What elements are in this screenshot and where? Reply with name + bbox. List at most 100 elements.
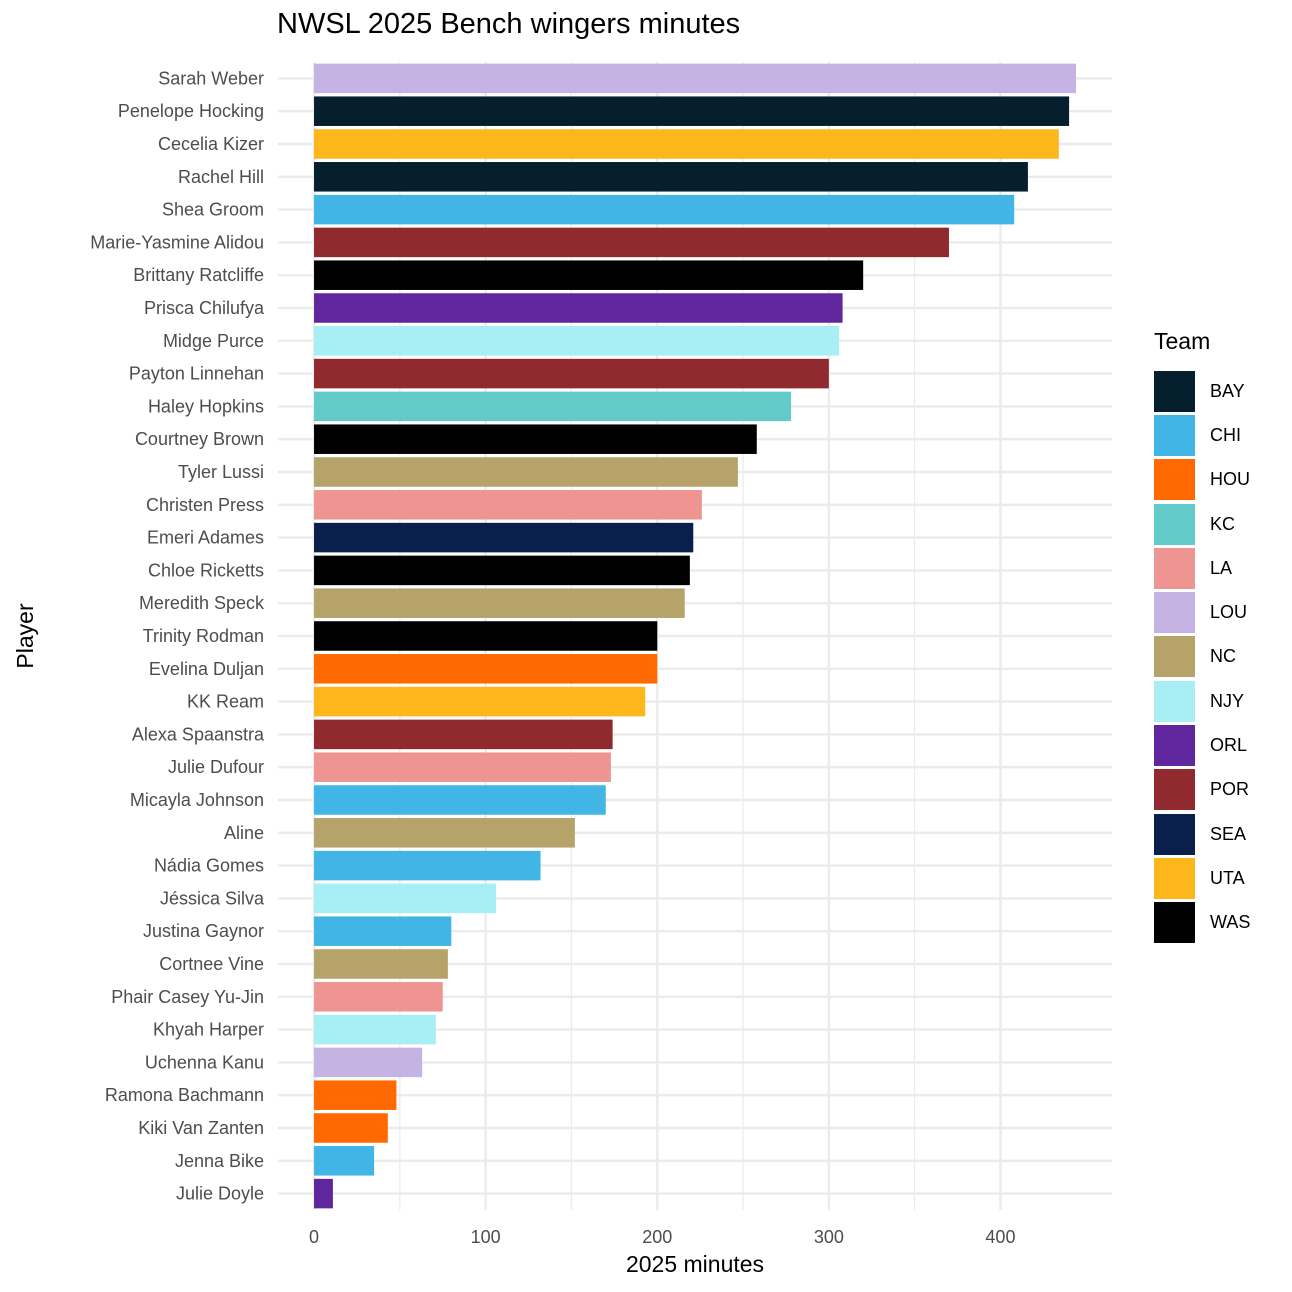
y-tick-label: Aline: [224, 823, 264, 843]
legend-key: [1154, 503, 1195, 545]
legend-item: LA: [1154, 546, 1250, 590]
y-tick-label: Jéssica Silva: [160, 888, 265, 908]
y-tick-label: Marie-Yasmine Alidou: [90, 232, 264, 252]
bar: [314, 96, 1070, 126]
legend-key: [1154, 414, 1195, 456]
y-tick-label: KK Ream: [187, 692, 264, 712]
bar: [314, 129, 1059, 159]
bar: [314, 818, 575, 848]
y-tick-label: Tyler Lussi: [178, 462, 264, 482]
bar: [314, 982, 443, 1012]
legend-title: Team: [1154, 328, 1211, 354]
y-tick-label: Prisca Chilufya: [144, 298, 265, 318]
bar: [314, 457, 738, 487]
y-tick-label: Trinity Rodman: [143, 626, 264, 646]
x-tick-label: 200: [642, 1227, 672, 1247]
y-tick-label: Cortnee Vine: [159, 954, 264, 974]
legend-label: POR: [1210, 779, 1250, 800]
bar: [314, 391, 792, 422]
bar: [314, 686, 646, 717]
x-tick-label: 100: [471, 1227, 501, 1247]
bar: [314, 194, 1015, 225]
x-tick-labels: 0 100 200 300 400: [309, 1227, 1015, 1247]
legend-label: CHI: [1210, 424, 1241, 445]
legend-item: UTA: [1154, 856, 1250, 900]
bar: [314, 227, 949, 258]
y-tick-label: Kiki Van Zanten: [138, 1118, 264, 1138]
legend-item: KC: [1154, 502, 1250, 546]
y-tick-label: Nádia Gomes: [154, 856, 264, 876]
legend-label: NC: [1210, 646, 1236, 667]
bar: [314, 260, 864, 290]
legend-key: [1154, 902, 1195, 944]
y-tick-label: Penelope Hocking: [118, 101, 264, 121]
y-tick-label: Evelina Duljan: [149, 659, 264, 679]
legend-key: [1154, 857, 1195, 899]
bar: [314, 162, 1028, 192]
legend-key: [1154, 459, 1195, 501]
legend-label: LA: [1210, 557, 1233, 578]
y-tick-label: Payton Linnehan: [129, 364, 264, 384]
bar: [314, 785, 606, 815]
y-tick-label: Haley Hopkins: [148, 396, 264, 416]
legend-label: ORL: [1210, 735, 1248, 756]
legend-item: HOU: [1154, 458, 1250, 502]
bar: [314, 522, 694, 553]
bar: [314, 1113, 388, 1143]
y-tick-label: Justina Gaynor: [143, 921, 264, 941]
bar: [314, 752, 611, 782]
legend-key: [1154, 592, 1195, 634]
bar: [314, 424, 757, 454]
bar: [314, 916, 452, 946]
y-tick-label: Ramona Bachmann: [105, 1085, 264, 1105]
legend-key: [1154, 769, 1195, 811]
legend-item: SEA: [1154, 812, 1250, 856]
legend-label: UTA: [1210, 867, 1245, 888]
legend-item: POR: [1154, 768, 1250, 812]
bars: [314, 63, 1076, 1209]
legend-label: SEA: [1210, 823, 1247, 844]
legend-item: LOU: [1154, 590, 1250, 634]
bar: [314, 1014, 436, 1045]
legend: Team BAY CHI HOU KC LA LOU NC NJY ORL POR SEA UTA WA…: [1154, 328, 1250, 945]
y-tick-labels: Sarah Weber Penelope Hocking Cecelia Kizer…: [90, 68, 265, 1203]
legend-key: [1154, 547, 1195, 589]
bar: [314, 654, 658, 684]
y-axis-label: Player: [12, 603, 38, 669]
legend-label: NJY: [1210, 690, 1245, 711]
bar: [314, 63, 1076, 94]
y-tick-label: Courtney Brown: [135, 429, 264, 449]
y-tick-label: Uchenna Kanu: [145, 1052, 264, 1072]
bar: [314, 850, 541, 881]
y-tick-label: Khyah Harper: [153, 1020, 264, 1040]
legend-label: KC: [1210, 513, 1236, 534]
legend-key: [1154, 725, 1195, 767]
bar: [314, 490, 702, 520]
bar: [314, 621, 658, 651]
y-tick-label: Chloe Ricketts: [148, 560, 264, 580]
legend-label: HOU: [1210, 469, 1250, 490]
chart-title: NWSL 2025 Bench wingers minutes: [277, 8, 741, 40]
bar: [314, 293, 843, 323]
legend-item: NC: [1154, 635, 1250, 679]
bar: [314, 1047, 423, 1078]
y-tick-label: Alexa Spaanstra: [132, 724, 265, 744]
y-tick-label: Julie Dufour: [168, 757, 264, 777]
y-tick-label: Brittany Ratcliffe: [133, 265, 264, 285]
x-tick-label: 300: [814, 1227, 844, 1247]
x-tick-label: 400: [985, 1227, 1015, 1247]
y-tick-label: Rachel Hill: [178, 167, 264, 187]
x-axis-label: 2025 minutes: [626, 1251, 764, 1277]
y-tick-label: Julie Doyle: [176, 1184, 264, 1204]
y-tick-label: Phair Casey Yu-Jin: [111, 987, 264, 1007]
bar: [314, 588, 685, 618]
bar: [314, 326, 840, 356]
bar: [314, 719, 613, 750]
legend-key: [1154, 813, 1195, 855]
bar: [314, 1178, 333, 1209]
legend-label: WAS: [1210, 912, 1251, 933]
legend-item: CHI: [1154, 413, 1250, 457]
legend-item: ORL: [1154, 723, 1250, 767]
bar: [314, 1146, 375, 1176]
